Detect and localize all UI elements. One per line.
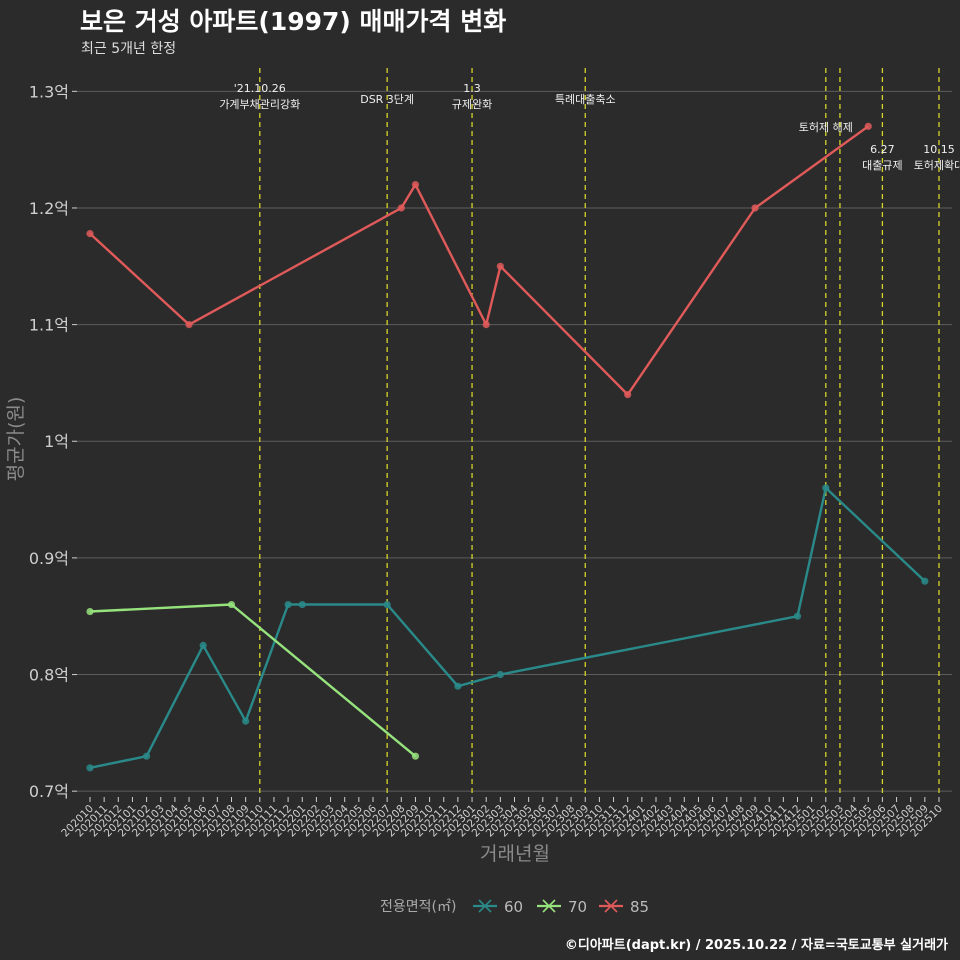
event-label: 토허제확대 [914,159,960,172]
chart-caption: ©디아파트(dapt.kr) / 2025.10.22 / 자료=국토교통부 실… [564,938,948,953]
data-point-70 [227,600,236,609]
data-point-60 [793,612,802,620]
series-line-85 [89,125,870,396]
data-point-60 [298,600,306,609]
data-point-60 [242,717,250,725]
y-tick-label: 0.7억 [29,782,69,801]
y-tick-label: 1.2억 [29,199,69,218]
y-tick-label: 1억 [44,432,69,451]
chart-title: 보은 거성 아파트(1997) 매매가격 변화 [80,7,507,36]
event-label: 10.15 [923,143,955,156]
data-point-60 [822,484,830,492]
event-label: 규제완화 [452,98,492,111]
legend-marker-85 [604,899,618,913]
legend: 전용면적(㎡) 60 70 85 [380,898,649,916]
event-label: '21.10.26 [234,82,286,95]
data-point-85 [411,181,420,189]
event-label: 토허제 해제 [799,120,853,134]
data-point-60 [383,600,391,609]
data-point-60 [496,670,504,679]
chart-subtitle: 최근 5개년 한정 [81,41,177,57]
event-label: 특례대출축소 [555,93,616,106]
data-point-85 [751,204,759,212]
data-point-85 [397,204,405,212]
data-point-60 [921,577,929,585]
event-label: DSR 3단계 [360,93,414,106]
legend-marker-60 [478,899,492,913]
y-axis-title: 평균가(원) [5,397,27,482]
y-tick-label: 1.3억 [29,82,69,101]
data-point-70 [86,607,94,616]
event-label: 대출규제 [862,159,902,172]
data-point-60 [143,752,151,760]
data-point-60 [86,764,94,772]
data-point-85 [864,122,872,130]
event-layer: '21.10.26 가계부채관리강화 DSR 3단계 1.3 규제완화 특례대출축소토허제… [219,68,960,797]
legend-label-60: 60 [504,898,523,916]
legend-title: 전용면적(㎡) [380,899,456,915]
y-axis: 0.7억 0.8억 0.9억 1억 1.1억 1.2억 1.3억 [29,82,77,801]
data-point-60 [454,682,462,690]
data-point-60 [284,600,292,609]
x-axis-title: 거래년월 [480,843,550,865]
event-label: 6.27 [870,143,895,156]
event-label: 1.3 [463,82,481,95]
legend-label-85: 85 [630,898,649,916]
legend-marker-70 [542,899,556,913]
series-line-70 [89,603,417,758]
data-point-85 [624,390,632,399]
y-tick-label: 0.8억 [29,666,69,685]
data-point-85 [185,321,193,329]
series-line-60 [89,486,926,769]
legend-label-70: 70 [568,898,587,916]
data-point-85 [482,321,490,329]
event-label: 가계부채관리강화 [219,98,300,111]
data-point-85 [496,262,504,270]
grid-layer [77,90,952,792]
x-axis: 2020102020112020122021012021022021032021… [59,797,945,839]
data-point-85 [86,230,94,238]
data-point-60 [199,641,207,649]
series-layer [86,122,929,772]
y-tick-label: 1.1억 [29,316,69,335]
data-point-70 [411,752,420,760]
y-tick-label: 0.9억 [29,549,69,568]
